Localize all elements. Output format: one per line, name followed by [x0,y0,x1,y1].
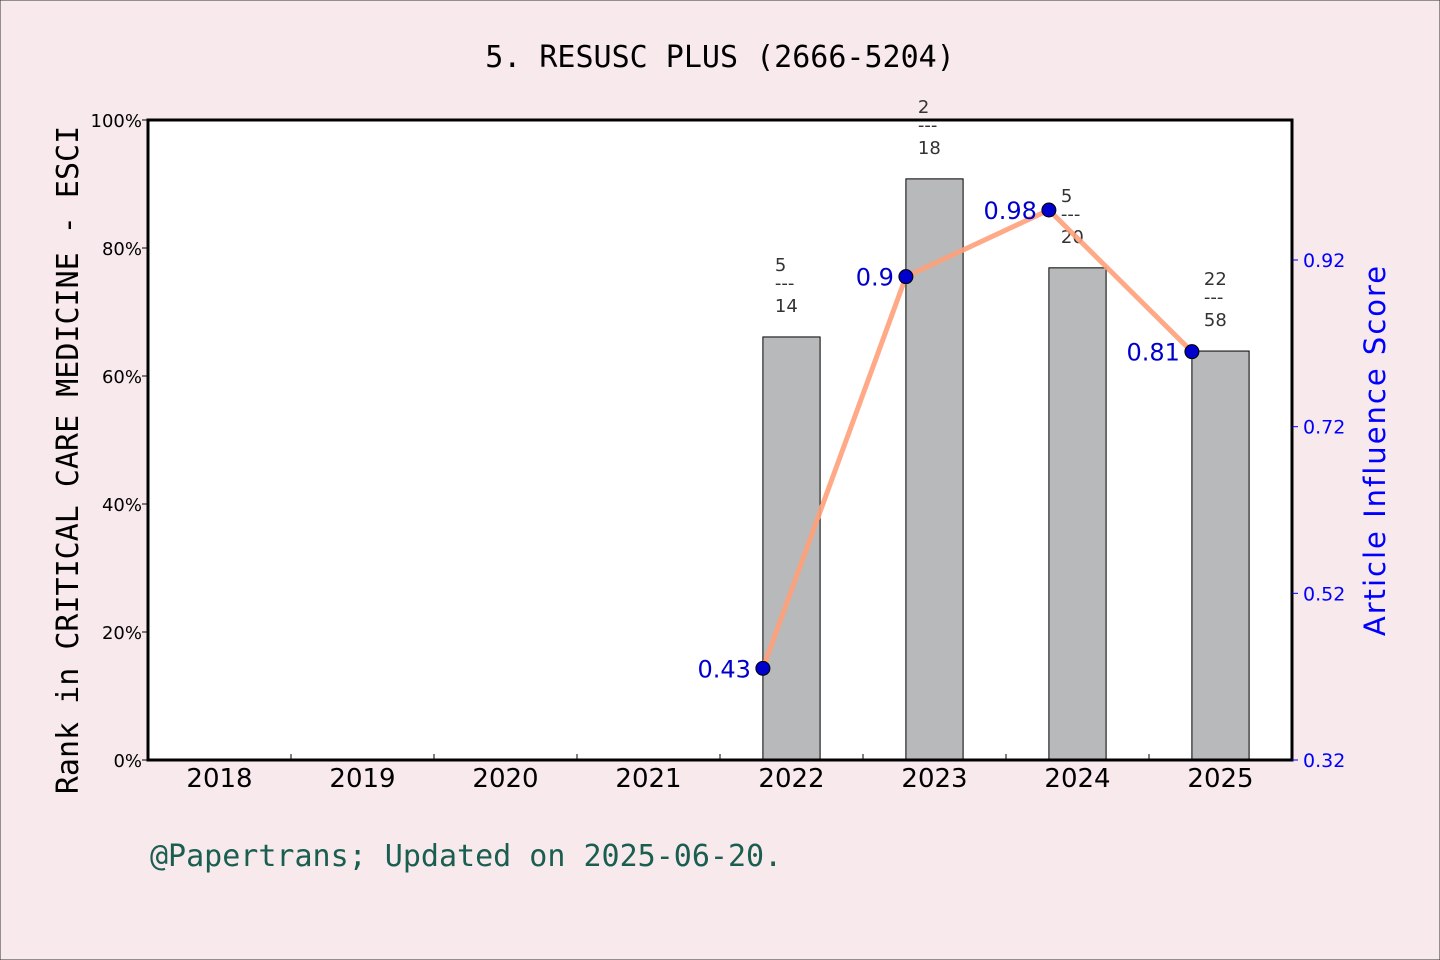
y-tick-label: 20% [102,623,142,644]
x-tick-label: 2018 [186,764,252,794]
ais-value-label: 0.98 [983,197,1036,225]
bar-2022 [762,336,821,761]
ais-point-2023 [898,269,914,285]
rank-denominator: 18 [918,138,941,159]
ais-point-2022 [755,660,771,676]
rank-numerator: 2 [918,97,929,118]
x-tick-label: 2021 [615,764,681,794]
x-tick-label: 2020 [472,764,538,794]
rank-denominator: 58 [1204,310,1227,331]
ais-value-label: 0.9 [856,264,894,292]
rank-fraction-bar: --- [775,273,795,294]
rank-numerator: 5 [1061,186,1072,207]
y-tick-label: 40% [102,495,142,516]
rank-numerator: 5 [775,255,786,276]
rank-denominator: 14 [775,296,798,317]
ais-value-label: 0.81 [1126,339,1179,367]
bar-2024 [1048,267,1107,761]
y2-tick-label: 0.92 [1297,250,1345,272]
y-tick-label: 0% [113,751,142,772]
ais-value-label: 0.43 [697,655,750,683]
x-tick-label: 2022 [758,764,824,794]
y-axis-label: Rank in CRITICAL CARE MEDICINE - ESCI [51,126,86,794]
y-tick-label: 80% [102,239,142,260]
x-tick-label: 2019 [329,764,395,794]
x-tick-label: 2023 [901,764,967,794]
rank-numerator: 22 [1204,269,1227,290]
y2-tick-label: 0.52 [1297,583,1345,605]
chart-title: 5. RESUSC PLUS (2666-5204) [485,40,955,75]
rank-fraction-bar: --- [1061,204,1081,225]
y-tick-label: 100% [91,111,142,132]
x-tick-label: 2025 [1187,764,1253,794]
x-tick-label: 2024 [1044,764,1110,794]
ais-point-2025 [1184,344,1200,360]
rank-fraction-bar: --- [918,115,938,136]
y-tick-label: 60% [102,367,142,388]
y2-axis-label: Article Influence Score [1358,264,1392,636]
footer-credit: @Papertrans; Updated on 2025-06-20. [150,839,782,874]
ais-line [760,206,1194,670]
bar-2025 [1191,350,1250,761]
y2-tick-label: 0.32 [1297,750,1345,772]
ais-point-2024 [1041,202,1057,218]
y2-tick-label: 0.72 [1297,417,1345,439]
rank-fraction-bar: --- [1204,287,1224,308]
rank-denominator: 20 [1061,227,1084,248]
